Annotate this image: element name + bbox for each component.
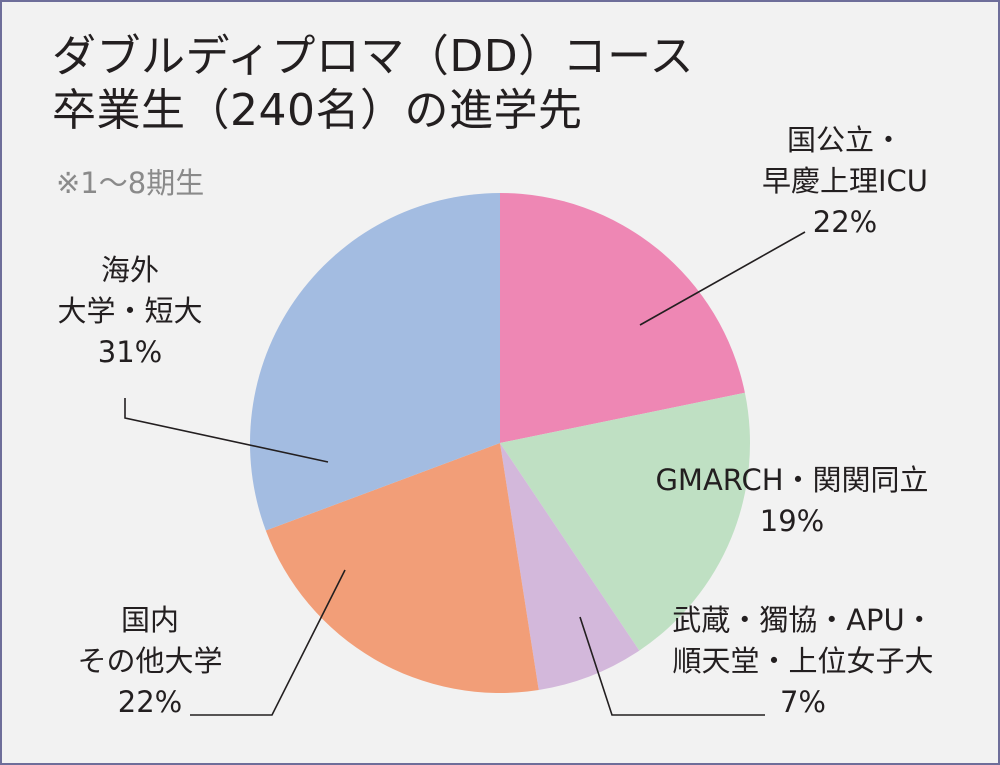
label-percent: 19% [759, 504, 825, 538]
label-percent: 22% [117, 685, 183, 719]
label-line: 早慶上理ICU [761, 164, 929, 198]
slice-national-public [500, 193, 745, 443]
label-percent: 31% [97, 335, 163, 369]
slice-label-musashi-dokkyo: 武蔵・獨協・APU・ 順天堂・上位女子大 7% [648, 600, 958, 723]
leader-line [190, 569, 346, 716]
label-line: 国内 [120, 603, 179, 637]
label-line: 海外 [100, 253, 159, 287]
leader-line [639, 231, 806, 326]
label-percent: 22% [812, 205, 878, 239]
slice-label-overseas: 海外 大学・短大 31% [40, 250, 220, 373]
leader-line [579, 616, 765, 716]
slice-label-gmarch: GMARCH・関関同立 19% [628, 460, 956, 542]
label-line: その他大学 [77, 644, 223, 678]
slice-overseas [250, 193, 500, 531]
title-line-2: 卒業生（240名）の進学先 [52, 85, 583, 136]
slice-label-national-public: 国公立・ 早慶上理ICU 22% [735, 120, 955, 243]
title-line-1: ダブルディプロマ（DD）コース [52, 31, 694, 82]
label-line: 大学・短大 [57, 294, 203, 328]
slice-gmarch [500, 392, 751, 651]
label-percent: 7% [779, 685, 826, 719]
label-line: 国公立・ [786, 123, 903, 157]
slice-domestic-other [265, 443, 539, 693]
chart-title: ダブルディプロマ（DD）コース 卒業生（240名）の進学先 [52, 30, 694, 138]
slice-musashi-dokkyo [500, 443, 640, 690]
label-line: GMARCH・関関同立 [655, 463, 929, 497]
leader-line [124, 398, 329, 463]
slice-label-domestic-other: 国内 その他大学 22% [60, 600, 240, 723]
chart-note: ※1〜8期生 [56, 166, 205, 200]
label-line: 順天堂・上位女子大 [672, 644, 934, 678]
label-line: 武蔵・獨協・APU・ [672, 603, 934, 637]
